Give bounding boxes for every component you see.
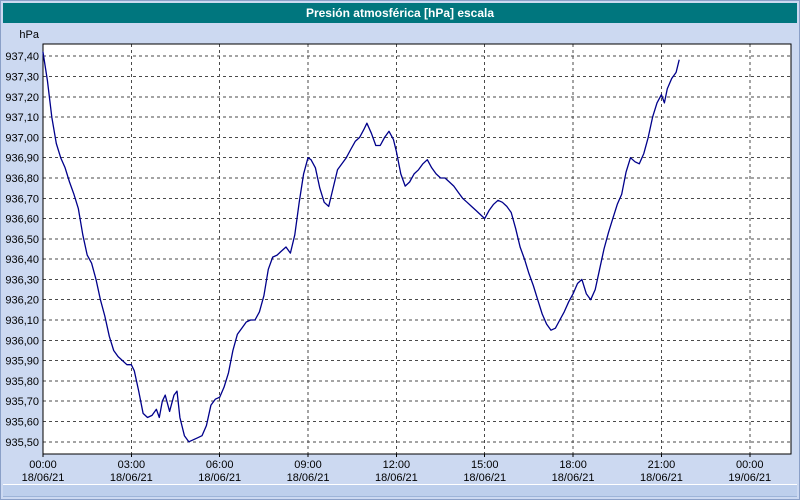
plot-border	[42, 43, 792, 455]
x-tick-time-label: 09:00	[294, 459, 322, 471]
y-tick-label: 936,50	[5, 234, 39, 246]
y-axis-unit-label: hPa	[19, 29, 39, 41]
x-tick-date-label: 18/06/21	[287, 472, 330, 484]
y-tick-label: 936,80	[5, 173, 39, 185]
y-tick-label: 936,40	[5, 254, 39, 266]
x-tick-date-label: 18/06/21	[110, 472, 153, 484]
x-tick-time-label: 12:00	[383, 459, 411, 471]
pressure-line	[42, 51, 680, 443]
y-tick-label: 936,90	[5, 153, 39, 165]
x-tick-date-label: 18/06/21	[198, 472, 241, 484]
y-tick-label: 937,00	[5, 132, 39, 144]
y-tick-label: 937,40	[5, 51, 39, 63]
chart-title: Presión atmosférica [hPa] escala	[305, 6, 495, 20]
y-tick-label: 935,80	[5, 376, 39, 388]
x-tick-date-label: 18/06/21	[375, 472, 418, 484]
x-tick-time-label: 00:00	[736, 459, 764, 471]
y-tick-label: 936,70	[5, 193, 39, 205]
x-tick-date-label: 18/06/21	[22, 472, 65, 484]
pressure-line-chart: hPa 937,40 937,30 937,20 937,10 937,00 936,90 9…	[5, 29, 792, 484]
x-tick-time-label: 03:00	[118, 459, 146, 471]
y-tick-label: 936,00	[5, 335, 39, 347]
x-tick-time-label: 06:00	[206, 459, 234, 471]
y-tick-label: 935,90	[5, 356, 39, 368]
y-tick-label: 936,10	[5, 315, 39, 327]
x-tick-date-label: 18/06/21	[463, 472, 506, 484]
x-tick-time-label: 18:00	[559, 459, 587, 471]
x-tick-time-label: 00:00	[29, 459, 57, 471]
x-tick-date-label: 18/06/21	[640, 472, 683, 484]
plot-background	[43, 44, 791, 454]
x-tick-date-label: 18/06/21	[552, 472, 595, 484]
y-tick-label: 935,50	[5, 437, 39, 449]
y-tick-label: 937,30	[5, 71, 39, 83]
y-tick-label: 936,30	[5, 274, 39, 286]
x-tick-date-label: 19/06/21	[728, 472, 771, 484]
y-tick-label: 935,70	[5, 396, 39, 408]
x-tick-time-label: 15:00	[471, 459, 499, 471]
y-tick-label: 937,20	[5, 92, 39, 104]
y-tick-label: 936,20	[5, 295, 39, 307]
chart-title-bar: Presión atmosférica [hPa] escala	[3, 3, 797, 23]
y-tick-label: 936,60	[5, 214, 39, 226]
horizontal-scrollbar-track[interactable]	[3, 484, 797, 497]
x-tick-time-label: 21:00	[648, 459, 676, 471]
y-tick-label: 937,10	[5, 112, 39, 124]
y-tick-label: 935,60	[5, 417, 39, 429]
